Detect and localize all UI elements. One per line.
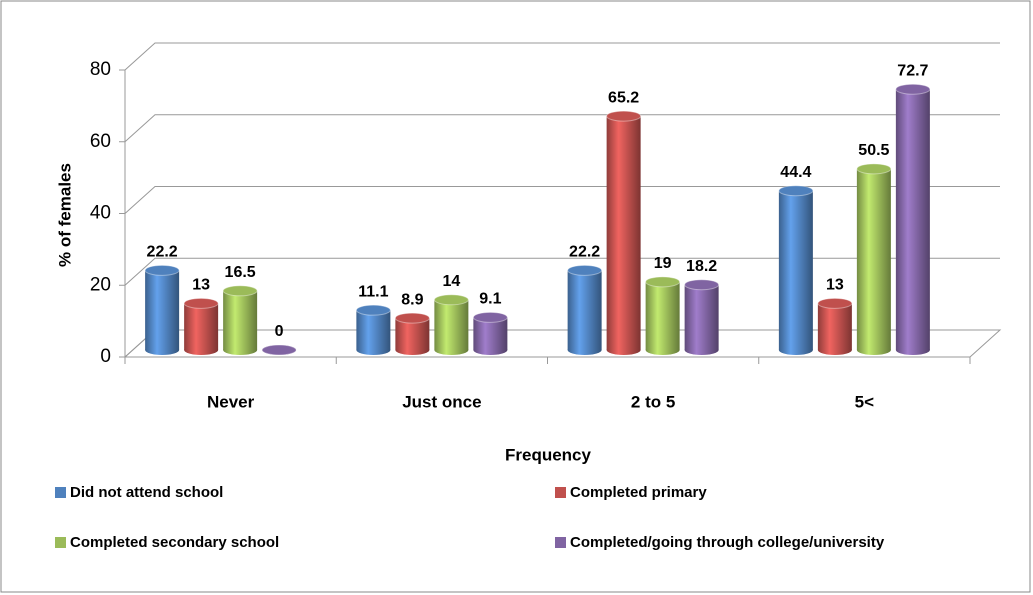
bar-top xyxy=(472,311,508,323)
bar-top xyxy=(144,264,180,276)
legend-label: Did not attend school xyxy=(70,484,223,501)
y-tick-label: 20 xyxy=(90,274,111,295)
bar-top xyxy=(856,163,892,175)
grid-line xyxy=(124,114,1000,143)
x-axis-title: Frequency xyxy=(505,445,592,464)
value-label: 0 xyxy=(275,323,284,340)
bar xyxy=(567,270,602,350)
bar xyxy=(895,89,930,350)
grid-line xyxy=(124,257,1000,286)
bar-top xyxy=(355,304,391,316)
legend-swatch xyxy=(55,487,66,498)
bar-top xyxy=(222,285,258,297)
legend-label: Completed secondary school xyxy=(70,534,279,551)
value-label: 18.2 xyxy=(686,258,717,275)
y-tick-label: 80 xyxy=(90,59,111,80)
legend-swatch xyxy=(555,537,566,548)
value-label: 19 xyxy=(654,255,672,272)
bar xyxy=(145,270,180,350)
x-tick-label: Never xyxy=(207,392,255,411)
legend-swatch xyxy=(555,487,566,498)
bar-top xyxy=(645,276,681,288)
value-label: 13 xyxy=(826,277,844,294)
bar-top xyxy=(433,294,469,306)
y-tick-label: 40 xyxy=(90,203,111,224)
bar xyxy=(856,168,891,350)
bar-top xyxy=(684,279,720,291)
bar-top xyxy=(394,312,430,324)
y-tick-label: 0 xyxy=(100,346,111,367)
value-label: 13 xyxy=(192,277,210,294)
bar xyxy=(817,303,852,350)
y-tick-label: 60 xyxy=(90,131,111,152)
x-tick-label: 2 to 5 xyxy=(631,392,675,411)
bar-top xyxy=(183,297,219,309)
legend-label: Completed primary xyxy=(570,484,707,501)
bar-top xyxy=(817,297,853,309)
value-label: 72.7 xyxy=(897,62,928,79)
bar xyxy=(606,116,641,350)
value-label: 22.2 xyxy=(569,244,600,261)
value-label: 9.1 xyxy=(479,291,501,308)
value-label: 65.2 xyxy=(608,89,639,106)
value-label: 50.5 xyxy=(858,142,889,159)
bar-top xyxy=(606,110,642,122)
bar xyxy=(645,281,680,350)
x-tick-label: Just once xyxy=(402,392,481,411)
bar xyxy=(434,299,469,350)
y-axis-title: % of females xyxy=(55,163,74,267)
legend-label: Completed/going through college/universi… xyxy=(570,534,885,551)
grid-line xyxy=(124,42,1000,71)
bar xyxy=(223,290,258,350)
bar xyxy=(395,318,430,350)
bar xyxy=(684,284,719,350)
bar-top xyxy=(261,344,297,356)
value-label: 14 xyxy=(442,273,460,290)
legend-swatch xyxy=(55,537,66,548)
bar-top xyxy=(778,185,814,197)
value-label: 22.2 xyxy=(147,244,178,261)
bar xyxy=(473,317,508,350)
bar-top xyxy=(895,83,931,95)
bar xyxy=(356,310,391,350)
value-label: 16.5 xyxy=(225,264,256,281)
value-label: 44.4 xyxy=(780,164,811,181)
x-tick-label: 5< xyxy=(855,392,874,411)
bar-top xyxy=(567,264,603,276)
value-label: 8.9 xyxy=(401,291,423,308)
value-label: 11.1 xyxy=(358,283,388,300)
bar xyxy=(778,190,813,350)
bar xyxy=(184,303,219,350)
grid-line xyxy=(124,186,1000,214)
